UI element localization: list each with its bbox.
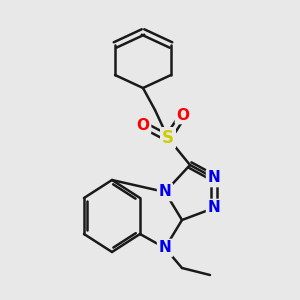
Text: N: N (159, 184, 171, 200)
Text: S: S (162, 129, 174, 147)
Text: N: N (208, 170, 220, 185)
Text: O: O (176, 107, 190, 122)
Text: O: O (136, 118, 149, 133)
Text: N: N (159, 241, 171, 256)
Text: N: N (208, 200, 220, 215)
